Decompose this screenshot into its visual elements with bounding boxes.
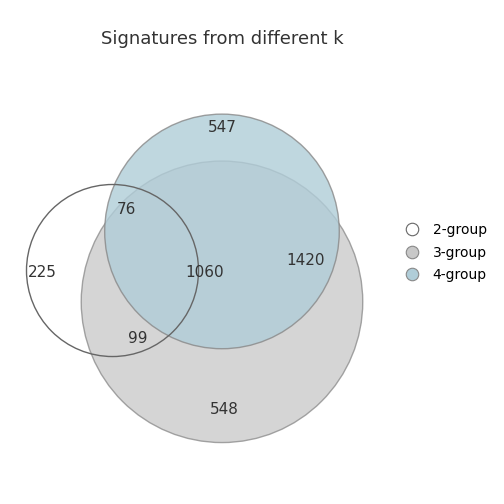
Text: 225: 225 xyxy=(28,265,56,280)
Text: 548: 548 xyxy=(210,402,238,417)
Text: 1420: 1420 xyxy=(287,253,325,268)
Legend: 2-group, 3-group, 4-group: 2-group, 3-group, 4-group xyxy=(392,218,492,287)
Circle shape xyxy=(81,161,363,443)
Text: 76: 76 xyxy=(116,203,136,217)
Circle shape xyxy=(105,114,339,349)
Text: 1060: 1060 xyxy=(185,265,224,280)
Title: Signatures from different k: Signatures from different k xyxy=(101,30,343,48)
Text: 99: 99 xyxy=(128,332,148,346)
Text: 547: 547 xyxy=(208,120,236,135)
